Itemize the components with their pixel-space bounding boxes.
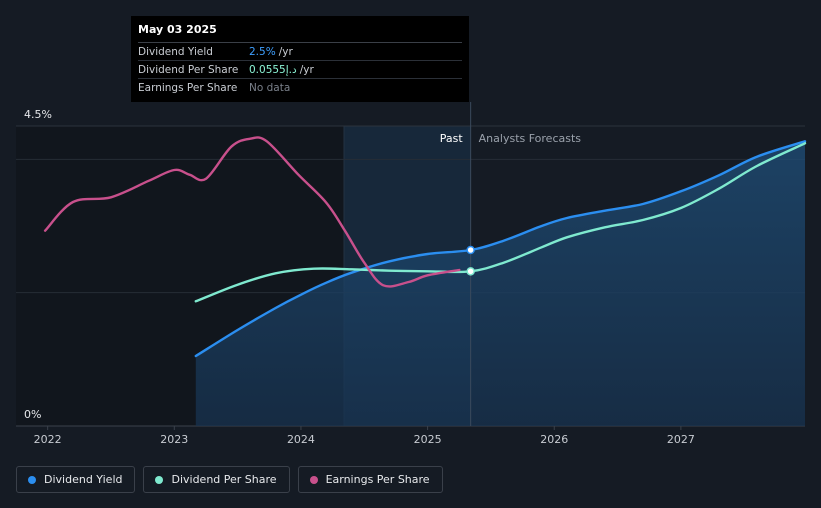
forecast-label: Analysts Forecasts — [479, 132, 582, 145]
y-axis-bottom-label: 0% — [24, 408, 41, 421]
tooltip-row-dividend-per-share: Dividend Per Share 0.0555د.إ /yr — [138, 61, 462, 79]
tooltip-row-earnings-per-share: Earnings Per Share No data — [138, 79, 462, 96]
series-line-earnings-per-share — [43, 136, 461, 288]
legend-dot — [309, 475, 318, 484]
hover-marker-dividend-per-share — [466, 267, 475, 276]
legend-item-dividend-per-share[interactable]: Dividend Per Share — [143, 466, 290, 493]
hover-marker-dividend-yield — [466, 245, 475, 255]
series-line-dividend-per-share — [194, 142, 807, 303]
legend-dot — [28, 475, 36, 484]
tooltip-label: Dividend Yield — [138, 45, 213, 58]
tooltip-value: 2.5% — [249, 45, 276, 58]
tooltip-unit: /yr — [299, 63, 314, 76]
legend-label: Dividend Per Share — [171, 473, 277, 486]
legend-label: Dividend Yield — [44, 473, 123, 486]
x-tick-label: 2025 — [414, 433, 442, 446]
tooltip-date: May 03 2025 — [138, 23, 462, 43]
x-tick-label: 2023 — [160, 433, 188, 446]
legend-label: Earnings Per Share — [325, 473, 430, 486]
tooltip-label: Dividend Per Share — [138, 63, 239, 76]
tooltip-value: No data — [249, 81, 291, 94]
tooltip-label: Earnings Per Share — [138, 81, 238, 94]
legend-dot — [155, 475, 164, 484]
x-tick-label: 2026 — [540, 433, 568, 446]
legend-item-earnings-per-share[interactable]: Earnings Per Share — [297, 466, 443, 493]
series-area-dividend-yield — [195, 141, 806, 427]
tooltip-value: 0.0555د.إ — [249, 63, 297, 76]
tooltip-row-dividend-yield: Dividend Yield 2.5% /yr — [138, 43, 462, 61]
tooltip: May 03 2025 Dividend Yield 2.5% /yr Divi… — [131, 16, 469, 102]
x-tick-label: 2022 — [34, 433, 62, 446]
x-tick-label: 2024 — [287, 433, 315, 446]
y-axis-top-label: 4.5% — [24, 108, 52, 121]
legend: Dividend Yield Dividend Per Share Earnin… — [16, 466, 443, 493]
series-line-dividend-yield — [194, 140, 807, 358]
legend-item-dividend-yield[interactable]: Dividend Yield — [16, 466, 136, 493]
tooltip-unit: /yr — [278, 45, 293, 58]
past-label: Past — [440, 132, 464, 145]
x-tick-label: 2027 — [667, 433, 695, 446]
